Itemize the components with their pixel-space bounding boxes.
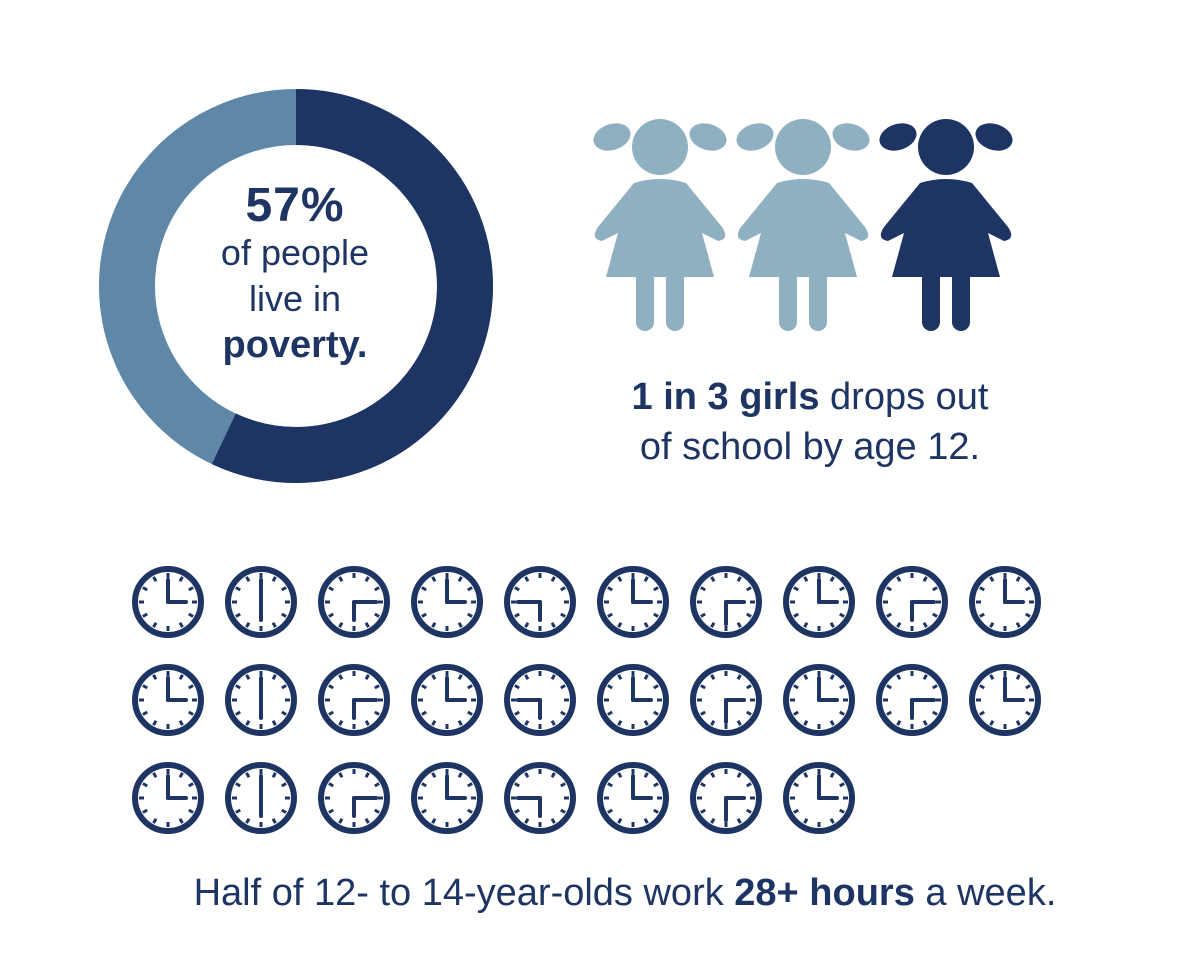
clock-icon: [411, 664, 483, 736]
hours-text-after: a week.: [914, 872, 1057, 914]
clock-icon: [690, 566, 762, 638]
clock-icon: [783, 664, 855, 736]
clock-icon: [132, 566, 204, 638]
clock-icon: [876, 566, 948, 638]
clock-icon: [225, 664, 297, 736]
girls-bold-text: 1 in 3 girls: [631, 376, 820, 418]
clock-icon: [411, 566, 483, 638]
poverty-percent: 57%: [245, 179, 345, 232]
girls-icon-group: [590, 115, 1020, 340]
clock-icon: [411, 762, 483, 834]
clock-icon: [783, 762, 855, 834]
donut-filled-arc: [99, 89, 493, 483]
hours-bold-text: 28+ hours: [734, 872, 915, 914]
poverty-donut-chart: [99, 89, 493, 483]
clock-icon: [504, 762, 576, 834]
girls-text-line-2: of school by age 12.: [639, 426, 981, 468]
work-hours-statistic: Half of 12- to 14-year-olds work 28+ hou…: [60, 866, 1190, 920]
clock-icon: [690, 762, 762, 834]
clock-icon: [132, 664, 204, 736]
hours-text-before: Half of 12- to 14-year-olds work: [193, 872, 735, 914]
clock-icon: [876, 664, 948, 736]
poverty-line-2: live in: [248, 278, 342, 319]
clock-icon: [597, 664, 669, 736]
clock-icon: [969, 664, 1041, 736]
poverty-line-1: of people: [220, 232, 370, 273]
clock-icon: [318, 664, 390, 736]
clock-icon: [597, 762, 669, 834]
clock-icon: [225, 762, 297, 834]
clock-icon: [597, 566, 669, 638]
clock-icon: [969, 566, 1041, 638]
girl-icon: [879, 119, 1013, 331]
clock-icon: [783, 566, 855, 638]
clock-icon: [504, 664, 576, 736]
poverty-statistic: 57% of people live in poverty.: [155, 182, 435, 368]
clock-icon-grid: [132, 566, 1041, 834]
poverty-line-3: poverty.: [222, 324, 368, 366]
clock-icon: [132, 762, 204, 834]
clock-icon: [690, 664, 762, 736]
girl-icon: [593, 119, 727, 331]
clock-icon: [318, 566, 390, 638]
clock-icon: [318, 762, 390, 834]
girls-statistic: 1 in 3 girls drops out of school by age …: [560, 372, 1060, 472]
clock-icon: [225, 566, 297, 638]
girl-icon: [736, 119, 870, 331]
clock-icon: [504, 566, 576, 638]
girls-text-rest: drops out: [819, 376, 989, 418]
